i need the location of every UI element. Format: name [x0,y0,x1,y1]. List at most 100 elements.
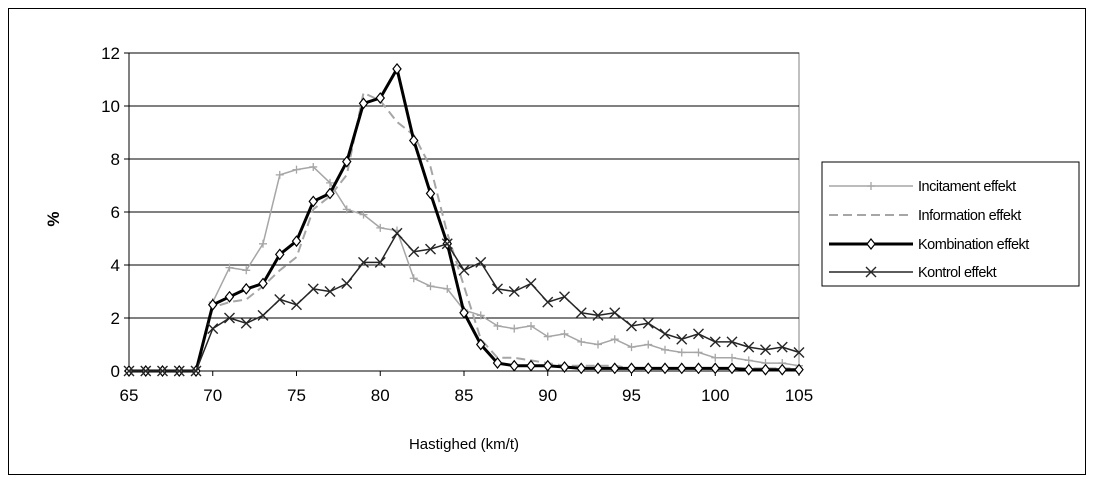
plus-marker [694,348,703,357]
diamond-marker [207,298,218,311]
x-marker [592,309,604,321]
diamond-marker [542,359,553,372]
plus-marker [560,329,569,338]
diamond-marker [693,362,704,375]
x-marker [257,309,269,321]
plus-marker [242,266,251,275]
x-marker [140,365,152,377]
x-tick-label: 105 [785,386,813,405]
diamond-marker [559,361,570,373]
diamond-marker [727,362,737,375]
legend-box [821,161,1080,287]
plus-marker [728,353,736,362]
diamond-marker [676,362,687,375]
x-marker [575,307,587,319]
diamond-marker [241,282,252,295]
x-marker [508,286,520,297]
diamond-marker [274,248,285,261]
plus-marker [259,239,267,248]
x-marker [492,283,503,295]
x-marker [743,341,755,353]
plus-marker [292,165,301,174]
plus-marker [309,162,318,171]
x-marker [291,299,302,311]
y-tick-label: 2 [111,309,120,328]
plus-marker [275,170,284,179]
diamond-marker [643,362,654,375]
diamond-marker [576,362,587,375]
diamond-marker [375,92,386,105]
plus-marker [577,337,586,346]
diamond-marker [710,362,721,375]
diamond-marker [626,362,637,375]
diamond-marker [224,290,235,303]
plus-marker [867,182,875,190]
plus-marker [426,282,435,291]
y-tick-label: 0 [111,362,120,381]
plus-marker [744,356,753,365]
plus-marker [376,223,385,232]
diamond-marker [660,362,670,375]
plus-marker [644,340,653,349]
plus-marker [594,340,602,349]
diamond-marker [341,155,352,168]
x-marker [374,256,386,268]
x-tick-label: 90 [538,386,557,405]
x-marker [726,336,738,348]
diamond-marker [526,359,536,372]
x-marker [307,283,319,295]
diamond-marker [475,338,486,351]
x-marker [609,307,621,319]
plus-marker [342,205,351,214]
plus-marker [359,210,368,219]
y-axis-label: % [44,211,63,226]
x-marker [441,238,453,250]
legend-label: Kontrol effekt [918,265,997,281]
line-chart: 0 2 4 6 8 10 12 65 70 75 80 85 90 95 100 105 % Hastighe… [44,44,1080,453]
x-tick-label: 80 [371,386,390,405]
x-marker [865,266,877,278]
diamond-marker [258,277,268,290]
diamond-marker [392,62,402,75]
y-tick-label: 8 [111,150,120,169]
x-marker [709,336,721,348]
diamond-marker [509,359,520,372]
x-marker [676,333,688,345]
x-marker [793,346,805,358]
x-marker [274,293,286,305]
x-marker [408,246,420,258]
diamond-marker [408,134,419,147]
x-marker [525,278,537,290]
diamond-marker [760,363,771,376]
x-marker [207,323,219,335]
x-marker [559,291,570,303]
x-marker [157,365,168,377]
plus-marker [443,284,452,293]
diamond-marker [492,357,503,370]
plus-marker [409,274,418,283]
x-marker [659,328,671,340]
x-tick-label: 65 [120,386,139,405]
x-marker [324,286,336,297]
x-tick-label: 75 [287,386,306,405]
x-marker [341,278,353,290]
plus-marker [510,324,519,333]
x-marker [240,317,252,329]
diamond-marker [325,187,335,200]
x-tick-label: 100 [701,386,729,405]
diamond-marker [291,235,302,248]
plus-marker [677,348,686,357]
y-tick-label: 6 [111,203,120,222]
x-tick-label: 85 [455,386,474,405]
x-marker [693,328,704,340]
x-axis-label: Hastighed (km/t) [409,436,519,453]
x-marker [173,365,185,377]
x-marker [458,264,470,276]
plus-marker [527,321,535,330]
x-marker [425,243,436,255]
legend-label: Incitament effekt [918,179,1016,195]
diamond-marker [593,362,603,375]
plus-marker [543,332,552,341]
x-marker [760,344,771,356]
x-marker [123,365,135,377]
